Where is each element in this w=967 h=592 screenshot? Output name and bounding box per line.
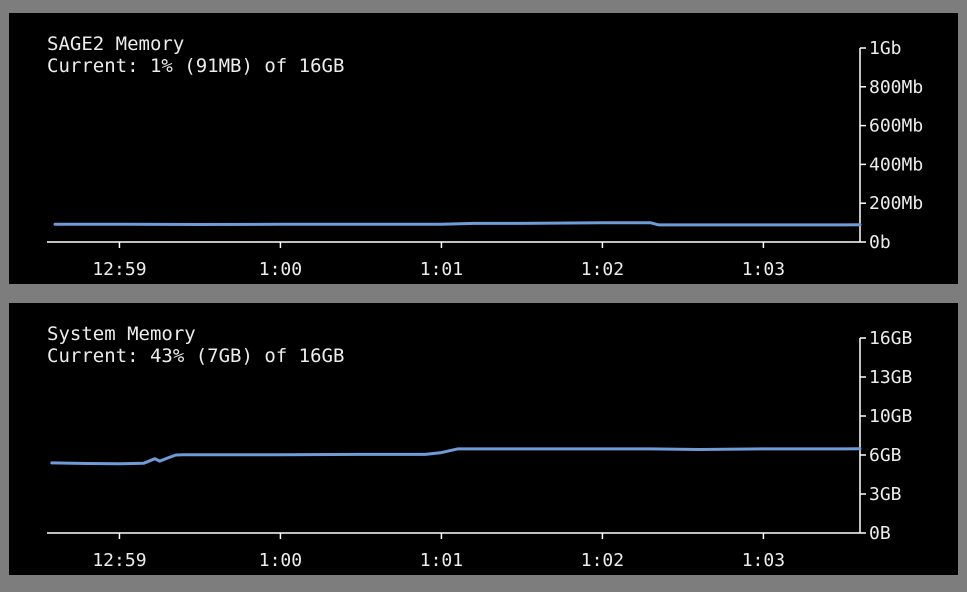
sage2-memory-panel: SAGE2 Memory Current: 1% (91MB) of 16GB …	[9, 13, 958, 284]
system-x-tick-label: 12:59	[92, 550, 146, 571]
system-memory-line	[50, 447, 862, 466]
system-x-tick-label: 1:00	[259, 550, 302, 571]
system-y-tick-label: 6GB	[869, 445, 902, 466]
sage2-x-tick-label: 1:02	[581, 259, 624, 280]
system-memory-current: Current: 43% (7GB) of 16GB	[47, 345, 345, 367]
system-x-tick-label: 1:01	[420, 550, 463, 571]
sage2-x-tick-label: 1:01	[420, 259, 463, 280]
sage2-y-tick-label: 1Gb	[869, 38, 902, 59]
system-memory-title: System Memory	[47, 323, 196, 345]
sage2-y-tick-label: 0b	[869, 232, 891, 253]
system-y-tick-label: 10GB	[869, 406, 912, 427]
sage2-y-tick-label: 200Mb	[869, 193, 923, 214]
system-y-tick-label: 16GB	[869, 328, 912, 349]
system-y-tick-label: 13GB	[869, 367, 912, 388]
sage2-y-tick-label: 800Mb	[869, 77, 923, 98]
system-y-tick-label: 0B	[869, 523, 891, 544]
sage2-x-tick-label: 12:59	[92, 259, 146, 280]
sage2-memory-title: SAGE2 Memory	[47, 33, 185, 55]
sage2-x-tick-label: 1:00	[259, 259, 302, 280]
system-y-tick-label: 3GB	[869, 484, 902, 505]
sage2-y-tick-label: 600Mb	[869, 116, 923, 137]
sage2-y-tick-label: 400Mb	[869, 154, 923, 175]
system-memory-chart: 12:59 1:00 1:01 1:02 1:03 0B 3GB 6GB 10GB 13GB 16G…	[47, 328, 912, 571]
system-x-tick-label: 1:03	[742, 550, 785, 571]
sage2-memory-line	[53, 221, 862, 227]
sage2-memory-chart: 12:59 1:00 1:01 1:02 1:03 0b 200Mb 400Mb 600Mb 80…	[47, 38, 923, 280]
sage2-memory-current: Current: 1% (91MB) of 16GB	[47, 55, 345, 77]
system-x-tick-label: 1:02	[581, 550, 624, 571]
system-memory-panel: System Memory Current: 43% (7GB) of 16GB…	[9, 303, 958, 575]
sage2-x-tick-label: 1:03	[742, 259, 785, 280]
